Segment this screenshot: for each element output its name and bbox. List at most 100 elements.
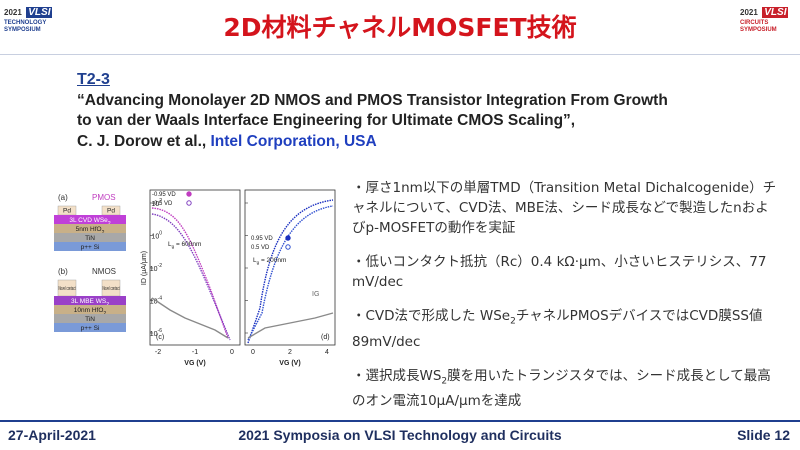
bullet-text: ・低いコンタクト抵抗（Rc）0.4 kΩ·µm、小さいヒステリシス、77 mV/…	[352, 254, 767, 290]
logo-line: SYMPOSIUM	[740, 27, 777, 33]
subscript: 2	[441, 376, 448, 387]
bullet-text: チャネルPMOSデバイスではCVD膜SS値89mV/dec	[352, 308, 763, 350]
legend-marker	[186, 191, 192, 197]
curve	[151, 207, 229, 339]
layer-label: p++ Si	[81, 244, 100, 251]
tick-base: 10	[151, 201, 159, 208]
contact-label: Pd	[63, 208, 71, 215]
stack-label: PMOS	[92, 193, 116, 202]
bullet-text: ・選択成長WS	[352, 367, 442, 384]
logo-name: VLSI	[762, 7, 789, 18]
curve	[151, 297, 229, 339]
bullet: ・CVD法で形成した WSe2チャネルPMOSデバイスではCVD膜SS値89mV…	[352, 306, 782, 352]
layer-label: p++ Si	[81, 325, 100, 332]
curve	[247, 205, 334, 341]
label-part: p++ Si	[81, 325, 100, 332]
y-tick-label: 102	[151, 198, 162, 208]
gate-length-sub: g	[257, 260, 260, 265]
footer-slide: Slide 12	[737, 427, 790, 443]
label-part: 5nm HfO	[76, 226, 102, 233]
logo-name: VLSI	[26, 7, 53, 18]
y-axis-label: ID (μA/μm)	[141, 251, 148, 285]
paper-title: “Advancing Monolayer 2D NMOS and PMOS Tr…	[77, 91, 668, 109]
label-part: 3L MBE WS	[71, 298, 107, 305]
plot-frame	[244, 189, 336, 346]
layer	[54, 314, 126, 323]
x-tick-label: -1	[192, 349, 198, 356]
curve	[151, 213, 231, 341]
x-axis-label: VG (V)	[279, 360, 300, 367]
panel-tag: (c)	[156, 334, 164, 341]
layer-label: TiN	[85, 235, 95, 242]
header-rule	[0, 54, 800, 55]
label-part: p++ Si	[81, 244, 100, 251]
layer	[54, 242, 126, 251]
x-tick-label: 0	[251, 349, 255, 356]
logo-left: 2021 VLSI TECHNOLOGY SYMPOSIUM	[4, 2, 62, 46]
logo-line: SYMPOSIUM	[4, 27, 41, 33]
authors: C. J. Dorow et al.,	[77, 132, 211, 150]
plot-frame	[149, 189, 241, 346]
x-tick-label: 4	[325, 349, 329, 356]
tick-exp: -2	[158, 263, 163, 269]
logo-right: 2021 VLSI CIRCUITS SYMPOSIUM	[740, 2, 798, 46]
curve	[247, 199, 334, 344]
tick-base: 10	[151, 234, 159, 241]
x-tick-label: 2	[288, 349, 292, 356]
gate-length-symbol: L	[168, 241, 172, 248]
bullet-text: ・厚さ1nm以下の単層TMD（Transition Metal Dichalco…	[352, 180, 777, 236]
tick-exp: 0	[159, 231, 162, 237]
layer	[54, 323, 126, 332]
logo-year: 2021	[4, 8, 22, 17]
legend-text: -0.5 VD	[152, 201, 173, 207]
bullet-text: 膜を用いたトランジスタでは、シード成長として最高のオン電流10μA/μmを達成	[352, 367, 771, 410]
tick-base: 10	[150, 299, 158, 306]
tick-base: 10	[150, 331, 158, 338]
tick-exp: -4	[158, 296, 163, 302]
tick-exp: -6	[158, 328, 163, 334]
y-tick-label: 10-2	[150, 263, 162, 273]
panel-tag: (a)	[58, 193, 68, 202]
logo-line: CIRCUITS	[740, 20, 769, 26]
y-tick-label: 100	[151, 231, 162, 241]
contact-label: Pd	[107, 208, 115, 215]
x-axis-label: VG (V)	[184, 360, 205, 367]
stack-label: NMOS	[92, 267, 116, 276]
label-part: 3L CVD WSe	[69, 217, 108, 224]
figure: (a) PMOS Pd Pd 3L CVD WSe 2 5nm HfO 2 TiN p++ Si (…	[54, 189, 336, 367]
gate-length-sub: g	[172, 244, 175, 249]
ig-label: IG	[312, 291, 319, 298]
legend-text: -0.95 VD	[152, 192, 176, 198]
gate-length-value: = 600nm	[174, 241, 201, 248]
layer	[54, 224, 126, 233]
y-tick-label: 10-6	[150, 328, 162, 338]
paper-authors: C. J. Dorow et al., Intel Corporation, U…	[77, 132, 668, 153]
label-part: TiN	[85, 235, 95, 242]
panel-tag: (d)	[321, 334, 330, 341]
paper-id: T2-3	[77, 71, 110, 88]
layer	[54, 233, 126, 242]
panel-tag: (b)	[58, 267, 68, 276]
tick-base: 10	[150, 266, 158, 273]
affiliation: Intel Corporation, USA	[210, 132, 377, 150]
legend-marker	[186, 200, 192, 206]
layer	[54, 296, 126, 305]
gate-length-value: = 200nm	[259, 257, 286, 264]
legend-marker	[285, 235, 291, 241]
subscript: 2	[510, 316, 516, 327]
footer-event: 2021 Symposia on VLSI Technology and Cir…	[238, 427, 562, 443]
x-tick-label: 0	[230, 349, 234, 356]
layer	[54, 215, 126, 224]
footer-date: 27-April-2021	[8, 427, 96, 443]
legend-text: 0.95 VD	[251, 236, 273, 242]
gate-length: Lg = 600nm	[168, 241, 201, 249]
contact-label: Novel contact	[59, 286, 76, 292]
footer: 27-April-2021 2021 Symposia on VLSI Tech…	[0, 420, 800, 450]
legend-marker	[285, 244, 291, 250]
layer-label: TiN	[85, 316, 95, 323]
y-tick-label: 10-4	[150, 296, 162, 306]
bullet-list: ・厚さ1nm以下の単層TMD（Transition Metal Dichalco…	[352, 178, 782, 425]
layer	[54, 305, 126, 314]
paper-info: T2-3 “Advancing Monolayer 2D NMOS and PM…	[77, 70, 668, 152]
